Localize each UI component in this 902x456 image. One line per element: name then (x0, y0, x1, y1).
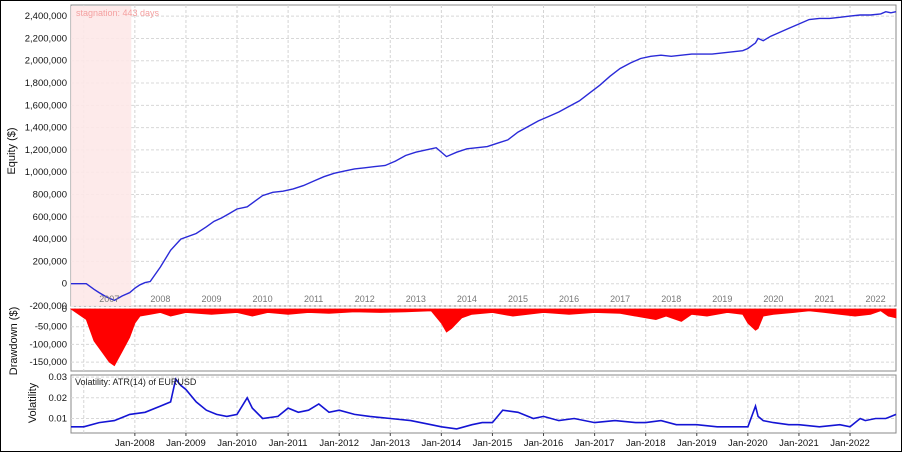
y-tick-label: 600,000 (33, 212, 67, 223)
y-tick-label: 1,200,000 (25, 145, 67, 156)
y-tick-label: 1,000,000 (25, 167, 67, 178)
x-tick-label: Jan-2011 (269, 438, 308, 449)
equity-axis-label: Equity ($) (6, 127, 18, 174)
year-label: 2007 (99, 294, 119, 304)
y-tick-label: 2,200,000 (25, 33, 67, 44)
year-label: 2014 (457, 294, 477, 304)
year-label: 2013 (406, 294, 426, 304)
year-label: 2010 (253, 294, 273, 304)
stagnation-shade-layer (71, 6, 132, 306)
year-label: 2012 (355, 294, 375, 304)
year-label: 2015 (508, 294, 528, 304)
y-tick-label: 200,000 (33, 256, 67, 267)
x-tick-label: Jan-2021 (779, 438, 819, 449)
x-tick-label: Jan-2009 (166, 438, 206, 449)
y-tick-label: 1,400,000 (25, 123, 67, 134)
y-tick-label: 0.01 (49, 414, 68, 425)
y-tick-label: 0 (62, 304, 67, 315)
y-tick-label: 0.02 (49, 393, 68, 404)
x-tick-label: Jan-2020 (728, 438, 768, 449)
year-label: 2020 (763, 294, 783, 304)
year-label: 2008 (150, 294, 170, 304)
y-tick-label: 800,000 (33, 190, 67, 201)
label-layer: 2,400,000 2,200,000 2,000,000 1,800,000 1,60… (25, 11, 886, 449)
stagnation-region (71, 6, 132, 306)
y-tick-label: -100,000 (29, 339, 67, 350)
y-tick-label: -150,000 (29, 357, 67, 368)
y-tick-label: 0.03 (49, 372, 68, 383)
data-layer (69, 10, 897, 430)
y-tick-label: -50,000 (35, 322, 67, 333)
x-tick-label: Jan-2015 (473, 438, 513, 449)
volatility-line (71, 377, 897, 430)
x-tick-label: Jan-2016 (524, 438, 564, 449)
drawdown-axis-label: Drawdown ($) (8, 307, 20, 375)
stagnation-annotation: stagnation: 443 days (76, 8, 160, 18)
x-tick-label: Jan-2018 (626, 438, 666, 449)
y-tick-label: 2,000,000 (25, 56, 67, 67)
y-tick-label: 1,600,000 (25, 100, 67, 111)
equity-panel (70, 4, 897, 307)
x-tick-label: Jan-2013 (370, 438, 410, 449)
year-label: 2021 (814, 294, 834, 304)
volatility-legend: Volatility: ATR(14) of EURUSD (75, 377, 197, 387)
volatility-axis-label: Volatility (27, 382, 39, 423)
year-label: 2017 (610, 294, 630, 304)
y-tick-label: 0 (62, 279, 67, 290)
x-tick-label: Jan-2017 (575, 438, 615, 449)
x-tick-label: Jan-2010 (217, 438, 257, 449)
x-tick-label: Jan-2022 (830, 438, 870, 449)
x-tick-label: Jan-2019 (677, 438, 717, 449)
equity-line (71, 10, 897, 302)
year-label: 2016 (559, 294, 579, 304)
x-tick-label: Jan-2012 (319, 438, 359, 449)
year-label: 2018 (661, 294, 681, 304)
year-label: 2022 (866, 294, 886, 304)
y-tick-label: 400,000 (33, 234, 67, 245)
year-label: 2019 (712, 294, 732, 304)
grid-layer (71, 5, 896, 433)
x-tick-label: Jan-2014 (422, 438, 462, 449)
y-tick-label: 2,400,000 (25, 11, 67, 22)
x-tick-label: Jan-2008 (115, 438, 155, 449)
y-tick-label: -200,000 (29, 301, 67, 312)
year-label: 2011 (304, 294, 323, 304)
year-label: 2009 (201, 294, 221, 304)
drawdown-area (69, 308, 897, 367)
y-tick-label: 1,800,000 (25, 78, 67, 89)
